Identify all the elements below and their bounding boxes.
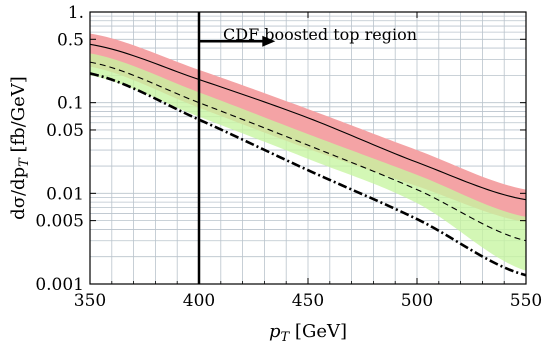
series-line-dashed	[90, 61, 526, 242]
x-tick-label: 500	[401, 291, 433, 311]
series	[90, 43, 526, 277]
x-tick-label: 550	[510, 291, 542, 311]
x-tick-label: 400	[183, 291, 215, 311]
y-axis-label: dσ/dpT [fb/GeV]	[8, 76, 32, 220]
series-line-dashdot	[90, 72, 526, 277]
ticks: 350 400 450 500 550 0.001 0.005 0.01 0.05 0.1 0.5 1…	[35, 3, 542, 311]
y-tick-label: 0.001	[35, 275, 84, 295]
x-tick-label: 350	[74, 291, 106, 311]
x-tick-label: 450	[292, 291, 324, 311]
y-tick-label: 0.005	[35, 212, 84, 232]
annotation-label: CDF boosted top region	[223, 25, 417, 44]
y-tick-label: 0.1	[57, 94, 84, 114]
x-axis-label: pT [GeV]	[269, 321, 347, 345]
y-tick-label: 1.	[68, 3, 84, 23]
y-tick-label: 0.5	[57, 30, 84, 50]
y-tick-label: 0.05	[46, 121, 84, 141]
annotation-arrow-head	[262, 35, 276, 47]
series-line-solid	[90, 43, 526, 201]
y-tick-label: 0.01	[46, 184, 84, 204]
annotations: CDF boosted top region	[199, 25, 417, 47]
